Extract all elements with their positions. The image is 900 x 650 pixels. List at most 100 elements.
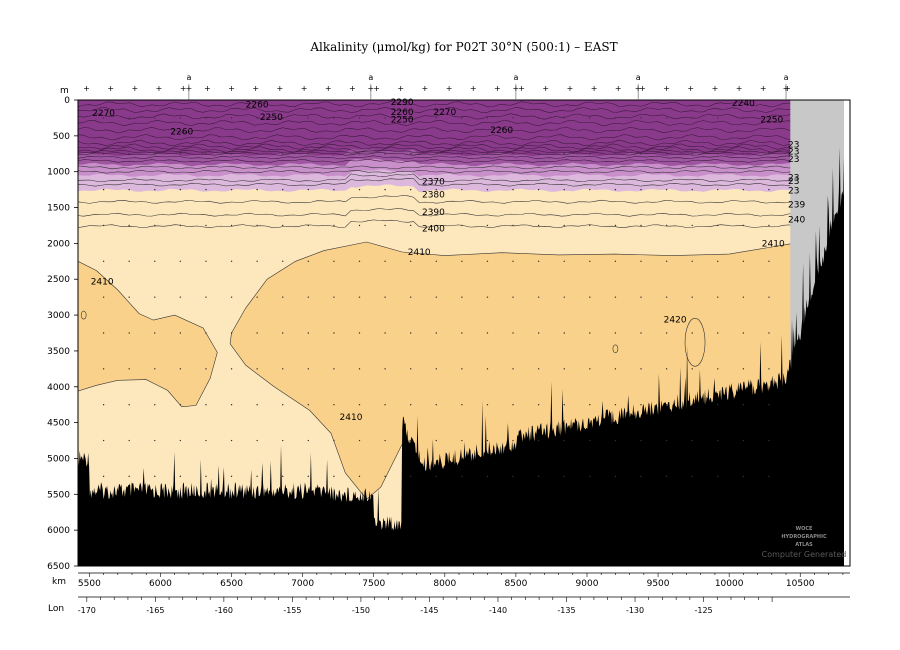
sample-dot-26 (154, 260, 156, 263)
sample-dot-215 (589, 332, 591, 334)
sample-dot-107 (333, 403, 335, 406)
sample-dot-260 (691, 368, 693, 370)
sample-dot-2 (102, 188, 105, 191)
sample-dot-167 (486, 188, 489, 191)
sample-dot-264 (717, 117, 719, 119)
sample-dot-100 (333, 153, 335, 155)
sample-dot-40 (179, 368, 182, 370)
contour-line-5 (78, 134, 846, 141)
sample-dot-7 (102, 368, 105, 370)
sample-dot-135 (409, 224, 412, 227)
station-mark-6160: + (180, 84, 187, 93)
sample-dot-59 (230, 260, 233, 263)
sample-dot-77 (282, 117, 284, 119)
sample-dot-245 (665, 224, 668, 227)
sample-dot-128 (384, 368, 386, 370)
sample-dot-186 (512, 475, 514, 478)
right-margin (844, 100, 850, 566)
sample-dot-125 (384, 260, 386, 263)
sample-dot-253 (691, 117, 693, 119)
sample-dot-80 (282, 224, 284, 227)
y-tick-label-4500: 4500 (47, 419, 70, 429)
lon-tick-label--150: -150 (352, 606, 370, 615)
chart-title: Alkalinity (μmol/kg) for P02T 30°N (500:… (309, 40, 617, 54)
sample-dot-244 (665, 188, 668, 191)
sample-dot-10 (102, 475, 105, 478)
sample-dot-110 (358, 117, 361, 119)
sample-dot-283 (742, 403, 745, 406)
station-mark-5820: + (132, 84, 139, 93)
sample-dot-236 (640, 296, 642, 298)
sample-dot-258 (691, 296, 693, 298)
lon-label: Lon (48, 604, 64, 614)
sample-dot-50 (205, 332, 207, 334)
sample-dot-119 (358, 439, 361, 442)
sample-dot-235 (640, 260, 642, 263)
sample-dot-1 (102, 153, 105, 155)
sample-dot-31 (154, 439, 156, 442)
contour-label-15: 2410 (408, 248, 431, 258)
y-tick-label-3500: 3500 (47, 347, 70, 357)
x-tick-label-6000: 6000 (149, 579, 172, 589)
contour-label-18: 2410 (340, 413, 363, 423)
sample-dot-88 (307, 117, 310, 119)
sample-dot-9 (102, 439, 105, 442)
sample-dot-172 (486, 368, 489, 370)
sample-dot-146 (435, 224, 437, 227)
sample-dot-226 (614, 332, 617, 334)
sample-dot-284 (742, 439, 745, 442)
sample-dot-15 (128, 260, 130, 263)
x-tick-label-5500: 5500 (78, 579, 101, 589)
sample-dot-173 (486, 403, 489, 406)
sample-dot-14 (128, 224, 130, 227)
station-mark-6670: + (252, 84, 259, 93)
sample-dot-133 (409, 153, 412, 155)
sample-dot-210 (589, 153, 591, 155)
x-tick-label-7000: 7000 (291, 579, 314, 589)
sample-dot-124 (384, 224, 386, 227)
sample-dot-111 (358, 153, 361, 155)
sample-dot-176 (512, 117, 514, 119)
sample-dot-262 (691, 439, 693, 442)
sample-dot-72 (256, 332, 258, 334)
sample-dot-243 (665, 153, 668, 155)
sample-dot-158 (461, 260, 463, 263)
sample-dot-152 (435, 439, 437, 442)
sample-dot-82 (282, 296, 284, 298)
sample-dot-191 (537, 260, 540, 263)
sample-dot-62 (230, 368, 233, 370)
sample-dot-6 (102, 332, 105, 334)
sample-dot-222 (614, 188, 617, 191)
sample-dot-27 (154, 296, 156, 298)
sample-dot-42 (179, 439, 182, 442)
y-tick-label-3000: 3000 (47, 311, 70, 321)
sample-dot-68 (256, 188, 258, 191)
sample-dot-166 (486, 153, 489, 155)
sample-dot-24 (154, 188, 156, 191)
sample-dot-205 (563, 368, 565, 370)
sample-dot-279 (742, 260, 745, 263)
sample-dot-270 (717, 332, 719, 334)
sample-dot-17 (128, 332, 130, 334)
sample-dot-94 (307, 332, 310, 334)
sample-dot-159 (461, 296, 463, 298)
edge-label-1: 23 (788, 148, 799, 158)
sample-dot-144 (435, 153, 437, 155)
station-mark-9050: + (591, 84, 598, 93)
sample-dot-34 (179, 153, 182, 155)
sample-dot-291 (768, 296, 770, 298)
sample-dot-198 (563, 117, 565, 119)
sample-dot-41 (179, 403, 182, 406)
sample-dot-54 (205, 475, 207, 478)
sample-dot-286 (768, 117, 770, 119)
sample-dot-85 (282, 403, 284, 406)
sample-dot-112 (358, 188, 361, 191)
sample-dot-182 (512, 332, 514, 334)
sample-dot-261 (691, 403, 693, 406)
sample-dot-91 (307, 224, 310, 227)
y-tick-label-1500: 1500 (47, 204, 70, 214)
sample-dot-60 (230, 296, 233, 298)
contour-label-13: 2390 (422, 208, 445, 218)
sample-dot-156 (461, 188, 463, 191)
sample-dot-257 (691, 260, 693, 263)
